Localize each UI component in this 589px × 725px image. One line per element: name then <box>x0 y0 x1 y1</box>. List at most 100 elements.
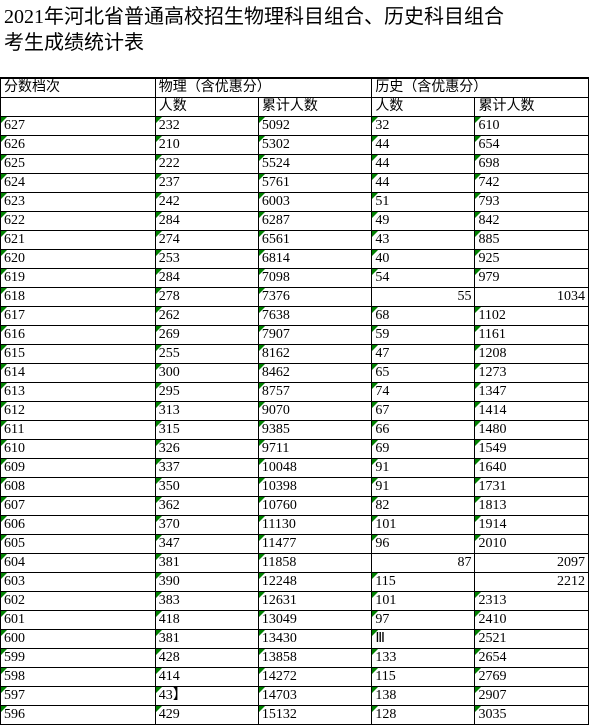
cell: 9711 <box>258 440 371 459</box>
table-row: 606370111301011914 <box>1 516 589 535</box>
cell: 67 <box>372 402 475 421</box>
cell: 1414 <box>475 402 589 421</box>
table-row: 623242600351793 <box>1 193 589 212</box>
cell: 232 <box>155 117 258 136</box>
cell: 613 <box>1 383 156 402</box>
cell: 612 <box>1 402 156 421</box>
cell: 300 <box>155 364 258 383</box>
table-row: 60141813049972410 <box>1 611 589 630</box>
cell: 65 <box>372 364 475 383</box>
cell: 7098 <box>258 269 371 288</box>
cell: 313 <box>155 402 258 421</box>
cell: 44 <box>372 155 475 174</box>
header-phys-cum: 累计人数 <box>258 98 371 117</box>
cell: 885 <box>475 231 589 250</box>
cell: 605 <box>1 535 156 554</box>
table-row: 6113159385661480 <box>1 421 589 440</box>
cell: 32 <box>372 117 475 136</box>
cell: 8757 <box>258 383 371 402</box>
cell: 44 <box>372 174 475 193</box>
cell: 315 <box>155 421 258 440</box>
cell: 1480 <box>475 421 589 440</box>
cell: 13858 <box>258 649 371 668</box>
cell: 600 <box>1 630 156 649</box>
cell: 12248 <box>258 573 371 592</box>
cell: 40 <box>372 250 475 269</box>
cell: 5761 <box>258 174 371 193</box>
table-row: 6172627638681102 <box>1 307 589 326</box>
table-row: 59743】147031382907 <box>1 687 589 706</box>
cell: 599 <box>1 649 156 668</box>
cell: 8162 <box>258 345 371 364</box>
cell: 49 <box>372 212 475 231</box>
cell: 614 <box>1 364 156 383</box>
table-row: 60438111858872097 <box>1 554 589 573</box>
cell: 623 <box>1 193 156 212</box>
cell: 618 <box>1 288 156 307</box>
cell: 7638 <box>258 307 371 326</box>
cell: 611 <box>1 421 156 440</box>
spacer <box>1 58 589 78</box>
cell: 598 <box>1 668 156 687</box>
cell: 115 <box>372 573 475 592</box>
cell: 101 <box>372 592 475 611</box>
table-row: 624237576144742 <box>1 174 589 193</box>
cell: 418 <box>155 611 258 630</box>
cell: 69 <box>372 440 475 459</box>
cell: 609 <box>1 459 156 478</box>
cell: 5302 <box>258 136 371 155</box>
cell: 14272 <box>258 668 371 687</box>
table-row: 619284709854979 <box>1 269 589 288</box>
cell: 1549 <box>475 440 589 459</box>
cell: 362 <box>155 497 258 516</box>
cell: 6003 <box>258 193 371 212</box>
cell: 607 <box>1 497 156 516</box>
cell: 1208 <box>475 345 589 364</box>
cell: 390 <box>155 573 258 592</box>
cell: 347 <box>155 535 258 554</box>
header-history: 历史（含优惠分） <box>372 78 589 98</box>
cell: 615 <box>1 345 156 364</box>
cell: 350 <box>155 478 258 497</box>
cell: 2769 <box>475 668 589 687</box>
cell: 622 <box>1 212 156 231</box>
cell: 87 <box>372 554 475 573</box>
cell: 925 <box>475 250 589 269</box>
cell: 13049 <box>258 611 371 630</box>
cell: 381 <box>155 554 258 573</box>
cell: 370 <box>155 516 258 535</box>
cell: 337 <box>155 459 258 478</box>
table-row: 60835010398911731 <box>1 478 589 497</box>
cell: 620 <box>1 250 156 269</box>
cell: 2907 <box>475 687 589 706</box>
cell: 428 <box>155 649 258 668</box>
cell: 47 <box>372 345 475 364</box>
cell: 133 <box>372 649 475 668</box>
cell: 55 <box>372 288 475 307</box>
title-line2: 考生成绩统计表 <box>4 32 144 54</box>
cell: 381 <box>155 630 258 649</box>
cell: 7907 <box>258 326 371 345</box>
cell: 284 <box>155 212 258 231</box>
cell: 698 <box>475 155 589 174</box>
cell: 626 <box>1 136 156 155</box>
cell: 115 <box>372 668 475 687</box>
score-table: 分数档次 物理（含优惠分） 历史（含优惠分） 人数 累计人数 人数 累计人数 6… <box>0 58 589 725</box>
cell: 2654 <box>475 649 589 668</box>
cell: 54 <box>372 269 475 288</box>
cell: 604 <box>1 554 156 573</box>
cell: 2097 <box>475 554 589 573</box>
cell: 617 <box>1 307 156 326</box>
cell: 597 <box>1 687 156 706</box>
cell: 242 <box>155 193 258 212</box>
header-hist-count: 人数 <box>372 98 475 117</box>
cell: 278 <box>155 288 258 307</box>
table-row: 60736210760821813 <box>1 497 589 516</box>
cell: 624 <box>1 174 156 193</box>
table-row: 626210530244654 <box>1 136 589 155</box>
cell: 1914 <box>475 516 589 535</box>
cell: 237 <box>155 174 258 193</box>
cell: 6287 <box>258 212 371 231</box>
table-row: 60933710048911640 <box>1 459 589 478</box>
cell: 616 <box>1 326 156 345</box>
